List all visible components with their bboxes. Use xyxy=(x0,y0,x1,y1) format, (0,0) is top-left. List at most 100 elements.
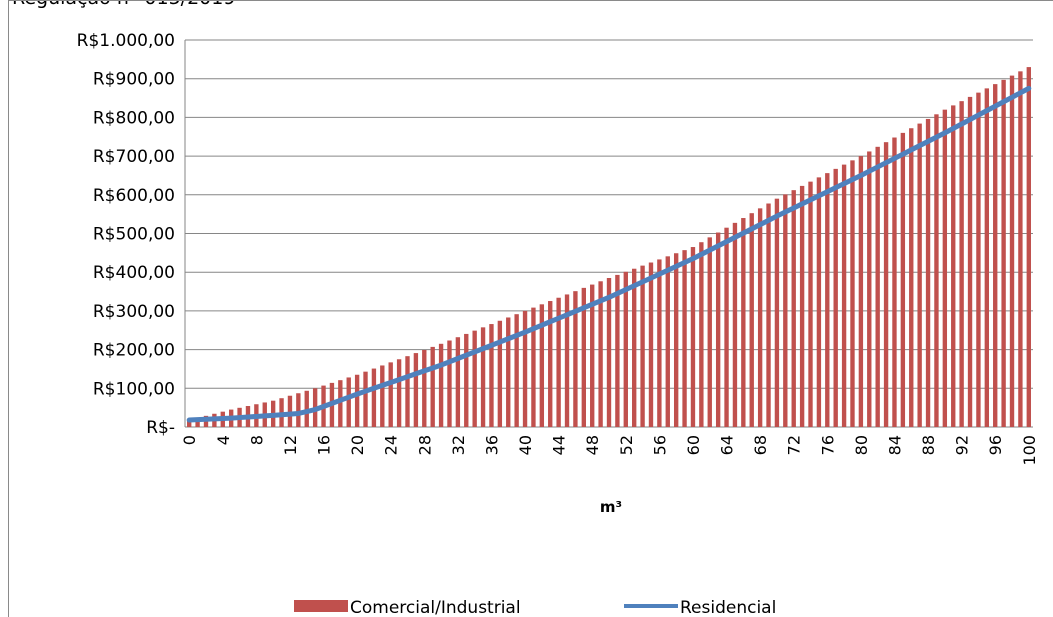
bar xyxy=(833,168,838,427)
bar xyxy=(287,395,293,427)
bar xyxy=(883,142,889,428)
y-tick-label: R$- xyxy=(146,418,175,438)
bar xyxy=(590,284,595,427)
bar xyxy=(480,327,486,427)
bar xyxy=(354,374,360,427)
bar xyxy=(573,291,578,427)
y-tick-label: R$900,00 xyxy=(93,70,175,90)
bar xyxy=(422,349,427,427)
bar xyxy=(917,123,922,427)
bar xyxy=(825,173,830,427)
x-tick-label: 76 xyxy=(818,435,837,455)
x-tick-label: 96 xyxy=(986,435,1005,455)
bar xyxy=(791,190,796,427)
x-tick-label: 32 xyxy=(449,435,468,455)
x-tick-label: 84 xyxy=(885,435,904,455)
bar xyxy=(581,287,586,427)
bar xyxy=(522,310,528,427)
bar xyxy=(640,265,645,427)
bar xyxy=(867,151,872,427)
y-tick-label: R$500,00 xyxy=(93,225,175,245)
bar xyxy=(464,333,469,427)
bar xyxy=(531,307,536,427)
bar xyxy=(732,222,738,427)
chart-frame xyxy=(8,0,1053,617)
bar xyxy=(665,256,670,427)
bar xyxy=(548,301,553,427)
line-series-residencial xyxy=(186,85,1032,423)
bar xyxy=(556,297,561,427)
bar xyxy=(934,114,939,428)
y-tick-label: R$200,00 xyxy=(93,341,175,361)
bar xyxy=(841,164,847,428)
bar xyxy=(715,232,721,427)
bar xyxy=(413,353,419,427)
x-tick-label: 92 xyxy=(953,435,972,455)
x-tick-label: 8 xyxy=(247,435,266,445)
y-tick-label: R$400,00 xyxy=(93,263,175,283)
legend-swatch-comercial-industrial xyxy=(294,600,348,612)
bar xyxy=(346,377,351,427)
bar xyxy=(304,390,309,427)
bar xyxy=(707,237,712,427)
bar xyxy=(942,109,948,427)
bar xyxy=(371,368,377,427)
bar xyxy=(892,137,897,427)
x-tick-label: 28 xyxy=(415,435,434,455)
bar xyxy=(757,208,763,427)
bar xyxy=(380,365,385,427)
line-path xyxy=(186,85,1032,423)
x-tick-label: 44 xyxy=(550,435,569,455)
bar xyxy=(598,281,603,427)
bar xyxy=(816,177,822,427)
bar xyxy=(799,185,805,427)
bar xyxy=(783,194,788,427)
bar-series-comercial-industrial xyxy=(187,67,1031,428)
bar xyxy=(497,320,503,427)
bar xyxy=(951,105,956,428)
x-axis-ticks: 0 4 8 12 16 20 24 28 32 36 40 44 48 52 56 60 64 68 72 76 80 8… xyxy=(180,435,1039,466)
x-tick-label: 24 xyxy=(382,435,401,455)
bar xyxy=(724,227,729,427)
y-tick-label: R$800,00 xyxy=(93,108,175,128)
x-tick-label: 68 xyxy=(751,435,770,455)
bar xyxy=(396,359,402,427)
bar xyxy=(455,337,461,427)
bar xyxy=(967,96,973,427)
y-axis-ticks: R$- R$100,00 R$200,00 R$300,00 R$400,00 R$500… xyxy=(77,31,175,438)
y-tick-label: R$600,00 xyxy=(93,186,175,206)
x-tick-label: 36 xyxy=(482,435,501,455)
bar xyxy=(1009,75,1015,427)
y-tick-label: R$100,00 xyxy=(93,379,175,399)
bar xyxy=(766,203,771,427)
x-tick-label: 12 xyxy=(281,435,300,455)
bar xyxy=(606,278,612,427)
x-tick-label: 72 xyxy=(785,435,804,455)
bar xyxy=(808,181,813,427)
y-tick-label: R$700,00 xyxy=(93,147,175,167)
y-tick-label: R$1.000,00 xyxy=(77,31,175,51)
bar xyxy=(615,274,620,427)
bar xyxy=(1018,71,1023,427)
x-tick-label: 52 xyxy=(617,435,636,455)
bar xyxy=(1026,67,1031,427)
bar xyxy=(993,84,998,428)
bar xyxy=(850,160,855,428)
bar xyxy=(472,330,477,427)
bar xyxy=(925,118,931,427)
y-tick-label: R$300,00 xyxy=(93,302,175,322)
bar xyxy=(447,340,452,427)
bar xyxy=(489,324,494,427)
bar xyxy=(976,92,981,427)
bar xyxy=(195,417,200,427)
bar xyxy=(959,101,964,428)
x-tick-label: 100 xyxy=(1020,435,1039,466)
legend-label-residencial: Residencial xyxy=(680,598,776,617)
bar xyxy=(564,294,570,427)
x-axis-title: m³ xyxy=(600,498,622,516)
x-tick-label: 88 xyxy=(919,435,938,455)
bar xyxy=(858,156,864,427)
bar xyxy=(405,356,410,427)
bar xyxy=(438,343,444,427)
